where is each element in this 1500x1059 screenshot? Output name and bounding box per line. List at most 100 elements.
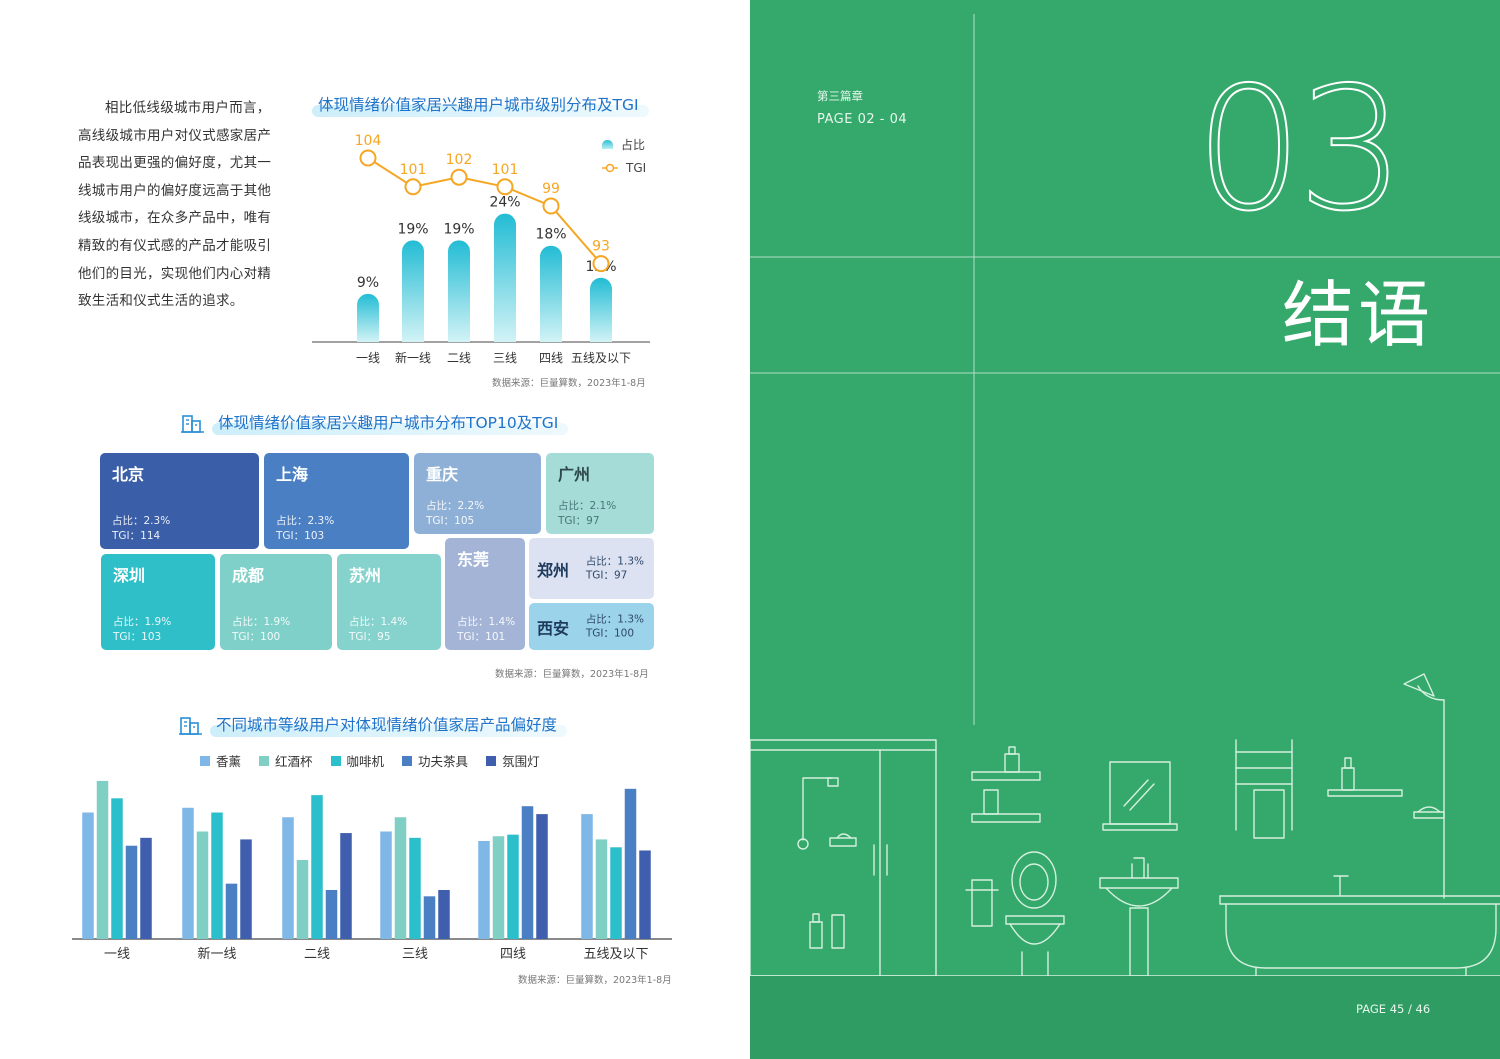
treemap-cell-9: 郑州 占比：1.3% TGI：97 xyxy=(529,538,654,599)
treemap-stats: 占比：2.1% TGI：97 xyxy=(558,500,617,527)
chart1-tgi-line xyxy=(367,157,602,265)
treemap-cell-7: 苏州占比：1.4% TGI：95 xyxy=(337,554,441,650)
chart2-title: 体现情绪价值家居兴趣用户城市分布TOP10及TGI xyxy=(212,411,569,435)
chart1-bar xyxy=(448,240,470,342)
treemap-city-label: 西安 xyxy=(537,618,570,638)
legend-share: 占比 xyxy=(602,135,646,153)
legend-tgi-swatch xyxy=(602,163,618,173)
treemap-city-label: 东莞 xyxy=(457,550,490,569)
treemap: 北京占比：2.3% TGI：114 上海占比：2.3% TGI：103 重庆占比：2.2… xyxy=(0,0,750,700)
chart3-category-label: 四线 xyxy=(500,947,526,962)
treemap-cell-3: 重庆占比：2.2% TGI：105 xyxy=(414,453,541,534)
chart1-bar xyxy=(402,240,424,342)
chart2-title-group xyxy=(180,412,206,438)
chart1-tgi-point xyxy=(496,178,514,196)
chart3-legend-label: 功夫茶具 xyxy=(418,754,469,769)
chart3-title-group xyxy=(178,714,204,740)
chart1-tgi-point xyxy=(592,255,610,273)
chart3-legend-item: 红酒杯 xyxy=(259,751,313,770)
chart3-category-label: 三线 xyxy=(402,947,428,962)
chart3-bar xyxy=(211,812,223,939)
chart1-category-label: 五线及以下 xyxy=(571,351,631,365)
page-number: PAGE 45 / 46 xyxy=(1356,1002,1431,1016)
chart3-plot: 一线 新一线 二线 三线 四线 五线及以下 xyxy=(72,780,672,962)
treemap-cell-10: 西安 占比：1.3% TGI：100 xyxy=(529,603,654,650)
chart3-legend-item: 咖啡机 xyxy=(330,751,385,770)
treemap-stats: 占比：2.2% TGI：105 xyxy=(426,500,485,527)
chart3-bar xyxy=(438,889,450,939)
chart3-bar xyxy=(196,831,209,939)
chart3-bar xyxy=(521,806,534,939)
chart3-legend-label: 咖啡机 xyxy=(346,754,385,769)
chart1-bar-label: 19% xyxy=(443,221,474,237)
treemap-stats: 占比：2.3% TGI：103 xyxy=(276,515,335,542)
treemap-cell-8: 东莞占比：1.4% TGI：101 xyxy=(445,538,525,650)
chart1-tgi-point xyxy=(542,197,560,215)
chart3-bar xyxy=(240,839,252,939)
treemap-stats: 占比：1.4% TGI：101 xyxy=(457,616,516,643)
legend-tgi: TGI xyxy=(602,159,646,177)
legend-share-label: 占比 xyxy=(621,137,646,152)
chart1-bar-label: 18% xyxy=(535,227,566,243)
building-icon xyxy=(181,415,204,433)
chart3-source: 数据来源：巨量算数，2023年1-8月 xyxy=(518,975,672,986)
chart1-category-label: 四线 xyxy=(539,351,563,365)
treemap-city-label: 上海 xyxy=(276,465,309,484)
bathroom-illustration xyxy=(750,673,1500,977)
chart1-bar xyxy=(494,213,516,342)
chart1-category-label: 一线 xyxy=(356,351,380,365)
chart1-bar-label: 19% xyxy=(397,221,428,237)
treemap-stats: 占比：1.4% TGI：95 xyxy=(349,616,408,643)
chart3-bar xyxy=(282,817,294,939)
treemap-stats: 占比：2.3% TGI：114 xyxy=(112,515,171,542)
treemap-cell-5: 深圳 占比：1.9% TGI：103 xyxy=(101,554,215,650)
chart3-bar xyxy=(409,837,421,939)
treemap-stats: 占比：1.9% TGI：100 xyxy=(232,616,291,643)
chart3-bar xyxy=(610,847,622,939)
chart3-bar xyxy=(182,807,194,939)
chart1-source: 数据来源：巨量算数，2023年1-8月 xyxy=(492,378,646,389)
chart3-bar xyxy=(140,837,152,939)
chart1-tgi-label: 101 xyxy=(400,162,427,178)
chart3-bar xyxy=(507,834,519,939)
chart1-bar xyxy=(540,245,562,342)
chart2-source: 数据来源：巨量算数，2023年1-8月 xyxy=(495,669,649,680)
chart1-tgi-label: 102 xyxy=(446,152,473,168)
chapter-number: 03 xyxy=(1194,50,1406,250)
chart3-category-label: 一线 xyxy=(104,947,130,962)
chart3-bar xyxy=(82,812,94,939)
chart1-bar xyxy=(590,277,612,342)
chapter-heading: 结语 xyxy=(1282,273,1435,357)
chart3-bar xyxy=(624,788,637,939)
chart3-title: 不同城市等级用户对体现情绪价值家居产品偏好度 xyxy=(210,713,568,737)
chart3-bar xyxy=(311,795,323,939)
chart3-bar xyxy=(423,896,436,939)
chart3-bar xyxy=(492,836,505,939)
chart3-bar xyxy=(595,839,608,939)
chart3-legend-swatch xyxy=(330,755,341,766)
footer-band xyxy=(750,976,1500,1059)
chart1-tgi-label: 101 xyxy=(492,162,519,178)
treemap-city-label: 重庆 xyxy=(426,465,459,484)
chart1-legend: 占比 TGI xyxy=(602,135,646,177)
chart1-tgi-label: 93 xyxy=(592,239,610,255)
chart3-legend-label: 香薰 xyxy=(216,754,242,769)
chart3-bar xyxy=(96,780,109,939)
chart1-tgi-label: 99 xyxy=(542,181,560,197)
intro-text: 相比低线级城市用户而言，高线级城市用户对仪式感家居产品表现出更强的偏好度，尤其一… xyxy=(78,100,272,310)
chart3-category-label: 新一线 xyxy=(197,946,236,962)
chart3-bar xyxy=(325,889,338,939)
treemap-city-label: 苏州 xyxy=(349,566,382,585)
chart1-category-label: 三线 xyxy=(493,351,517,365)
chart3-bar xyxy=(380,831,392,939)
treemap-city-label: 北京 xyxy=(112,465,145,484)
chart1-plot: 9%19%19%24%18%12%一线新一线二线三线四线五线及以下1041011… xyxy=(312,133,650,365)
chart3-legend-item: 功夫茶具 xyxy=(402,751,468,770)
treemap-city-label: 广州 xyxy=(558,465,591,484)
chart3-bar xyxy=(111,798,123,939)
chart3-legend-swatch xyxy=(486,755,497,766)
treemap-city-label: 郑州 xyxy=(537,560,570,580)
building-icon xyxy=(179,717,202,735)
treemap-city-label: 深圳 xyxy=(113,566,146,585)
chart3-legend: 香薰 红酒杯 咖啡机 功夫茶具 氛围灯 xyxy=(200,751,540,770)
